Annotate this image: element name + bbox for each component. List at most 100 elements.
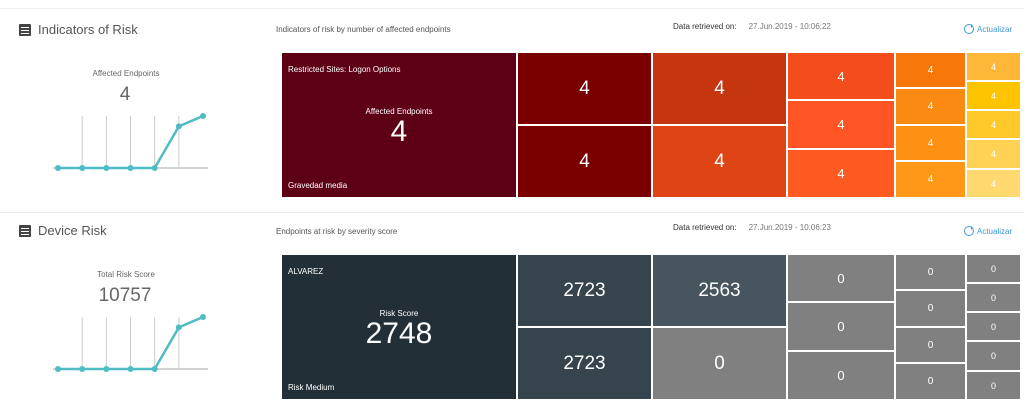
sparkline-point — [79, 366, 86, 372]
treemap-tile[interactable]: 4 — [787, 100, 895, 149]
tile-value: 0 — [927, 339, 934, 351]
treemap-tile[interactable]: 0 — [966, 312, 1021, 341]
treemap-tile[interactable]: 4 — [966, 110, 1021, 139]
treemap-tile[interactable]: 0 — [652, 327, 787, 400]
data-retrieved: Data retrieved on: 27.Jun.2019 - 10:06:22 — [673, 22, 831, 31]
panel-title: Indicators of Risk — [19, 22, 138, 37]
sparkline-point — [175, 123, 182, 130]
tile-value: 0 — [990, 292, 996, 303]
sparkline-point — [55, 366, 61, 372]
tile-value: 4 — [927, 174, 934, 185]
treemap-tile[interactable]: 4 — [966, 52, 1021, 81]
tile-value: 4 — [714, 77, 725, 99]
treemap-tile[interactable]: 4 — [895, 125, 966, 161]
treemap-tile[interactable]: 4 — [966, 169, 1021, 198]
treemap-tile[interactable]: 4 — [787, 52, 895, 100]
sparkline-point — [175, 324, 182, 331]
tile-value: 0 — [837, 368, 845, 383]
treemap-tile[interactable]: 4 — [895, 52, 966, 88]
kpi-value: 10757 — [98, 285, 152, 306]
tile-value: 4 — [837, 117, 845, 132]
top-divider — [0, 8, 1024, 9]
treemap-tile[interactable]: 2723 — [517, 254, 652, 327]
treemap-tile[interactable]: 0 — [966, 371, 1021, 400]
treemap-tile[interactable]: 4 — [895, 88, 966, 125]
tile-value: 4 — [927, 101, 934, 112]
treemap-tile[interactable]: 0 — [966, 283, 1021, 312]
tile-value: 4 — [390, 115, 408, 148]
tile-value: 2563 — [698, 279, 741, 301]
treemap-tile[interactable]: 0 — [895, 363, 966, 400]
tile-value: 4 — [990, 119, 996, 130]
treemap-tile[interactable]: 2563 — [652, 254, 787, 327]
kpi-value: 4 — [119, 84, 131, 105]
sparkline-point — [127, 165, 134, 171]
sparkline-point — [103, 165, 110, 171]
treemap-tile[interactable]: 0 — [966, 341, 1021, 371]
sparkline-point — [200, 113, 206, 119]
device-risk-panel: Device Risk Endpoints at risk by severit… — [0, 212, 1024, 410]
treemap: ALVAREZ Risk Score 2748 Risk Medium 2723 2723… — [281, 254, 1021, 400]
tile-value: 4 — [579, 77, 590, 99]
tile-value: 0 — [927, 376, 934, 387]
sparkline-point — [127, 366, 134, 372]
tile-value: 4 — [837, 68, 845, 84]
tile-value: 2723 — [563, 352, 606, 374]
treemap-tile[interactable]: 2723 — [517, 327, 652, 400]
treemap-tile[interactable]: 0 — [787, 254, 895, 302]
panel-subtitle: Endpoints at risk by severity score — [276, 227, 398, 236]
treemap-tile[interactable]: 0 — [895, 254, 966, 290]
treemap-tile-main[interactable]: ALVAREZ Risk Score 2748 Risk Medium — [281, 254, 517, 400]
sparkline-point — [79, 165, 86, 171]
refresh-button[interactable]: Actualizar — [964, 226, 1012, 236]
tile-value: 2748 — [365, 317, 433, 350]
treemap-tile[interactable]: 4 — [966, 139, 1021, 169]
tile-value: 0 — [927, 303, 934, 314]
refresh-button[interactable]: Actualizar — [964, 24, 1012, 34]
kpi-label: Total Risk Score — [97, 270, 155, 279]
sparkline-point — [103, 366, 110, 372]
tile-footer: Gravedad media — [288, 181, 348, 190]
panel-title: Device Risk — [19, 223, 107, 238]
treemap-tile[interactable]: 4 — [787, 149, 895, 198]
tile-value: 0 — [714, 352, 725, 374]
refresh-icon — [964, 226, 974, 236]
treemap-tile[interactable]: 4 — [652, 125, 787, 198]
treemap: Restricted Sites: Logon Options Affected … — [281, 52, 1021, 198]
sparkline-point — [151, 366, 158, 372]
tile-value: 4 — [714, 150, 725, 172]
tile-metric-label: Affected Endpoints — [365, 107, 433, 116]
sparkline-point — [200, 314, 206, 320]
treemap-tile-main[interactable]: Restricted Sites: Logon Options Affected … — [281, 52, 517, 198]
panel-subtitle: Indicators of risk by number of affected… — [276, 25, 451, 34]
tile-value: 4 — [927, 64, 934, 76]
sparkline-point — [55, 165, 61, 171]
sparkline — [53, 314, 208, 372]
tile-metric-label: Risk Score — [379, 309, 419, 318]
kpi-label: Affected Endpoints — [92, 69, 160, 78]
tile-value: 0 — [990, 321, 996, 332]
treemap-tile[interactable]: 4 — [895, 161, 966, 198]
data-retrieved: Data retrieved on: 27.Jun.2019 - 10:06:23 — [673, 223, 831, 232]
treemap-tile[interactable]: 4 — [652, 52, 787, 125]
treemap-tile[interactable]: 4 — [517, 125, 652, 198]
menu-icon[interactable] — [19, 23, 31, 36]
treemap-tile[interactable]: 0 — [787, 302, 895, 351]
tile-footer: Risk Medium — [288, 383, 335, 392]
tile-value: 0 — [990, 351, 996, 361]
tile-value: 0 — [837, 319, 845, 334]
treemap-tile[interactable]: 0 — [966, 254, 1021, 283]
tile-value: 0 — [990, 380, 996, 391]
treemap-tile[interactable]: 0 — [895, 327, 966, 363]
sparkline — [53, 113, 208, 171]
tile-value: 4 — [990, 149, 996, 159]
tile-value: 4 — [927, 137, 934, 149]
tile-value: 0 — [837, 270, 845, 286]
menu-icon[interactable] — [19, 224, 31, 237]
treemap-tile[interactable]: 4 — [966, 81, 1021, 110]
tile-value: 2723 — [563, 279, 606, 301]
treemap-tile[interactable]: 0 — [787, 351, 895, 400]
tile-value: 4 — [837, 166, 845, 181]
treemap-tile[interactable]: 4 — [517, 52, 652, 125]
treemap-tile[interactable]: 0 — [895, 290, 966, 327]
